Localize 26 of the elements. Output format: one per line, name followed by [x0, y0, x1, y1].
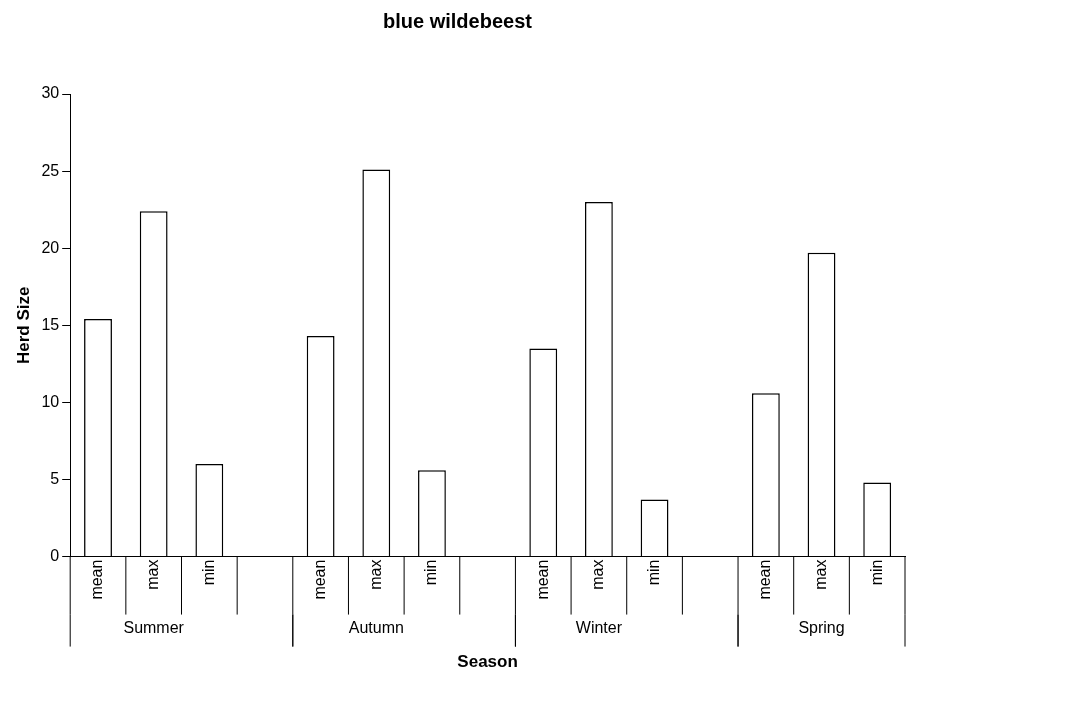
text: Spring: [798, 618, 845, 636]
x-tick-label: min: [199, 559, 217, 586]
y-tick-label: 0: [50, 546, 60, 564]
y-tick-label: 30: [41, 84, 60, 102]
text: Summer: [123, 618, 185, 636]
y-tick-label: 5: [50, 469, 60, 487]
y-tick-label: 20: [41, 238, 60, 256]
y-tick-label: 15: [41, 315, 60, 333]
y-tick-label: 25: [41, 161, 60, 179]
x-tick-label: min: [867, 559, 885, 586]
x-tick-label: mean: [756, 559, 774, 600]
text: Autumn: [348, 618, 404, 636]
x-tick-label: max: [589, 559, 607, 590]
chart-title: blue wildebeest: [383, 9, 533, 32]
y-tick-label: 10: [41, 392, 60, 410]
text: Winter: [575, 618, 623, 636]
x-tick-label: min: [422, 559, 440, 586]
x-axis-title: Season: [457, 652, 518, 672]
x-tick-label: max: [366, 559, 384, 590]
x-tick-label: mean: [88, 559, 106, 600]
x-tick-label: mean: [311, 559, 329, 600]
x-tick-label: min: [644, 559, 662, 586]
x-tick-label: mean: [533, 559, 551, 600]
x-tick-label: max: [144, 559, 162, 590]
y-axis-title: Herd Size: [13, 286, 33, 365]
x-tick-label: max: [811, 559, 829, 590]
